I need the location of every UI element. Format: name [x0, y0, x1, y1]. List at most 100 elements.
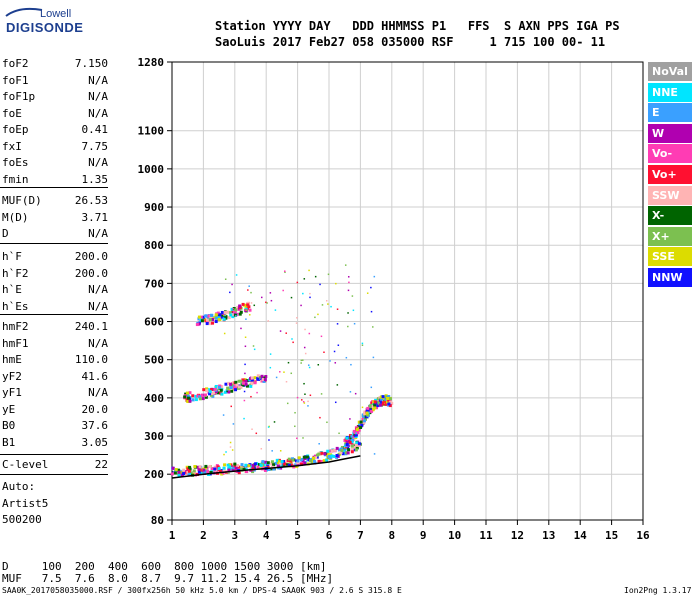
- echo-point: [345, 442, 349, 446]
- muf-row: MUF 7.5 7.6 8.0 8.7 9.7 11.2 15.4 26.5 […: [2, 572, 334, 585]
- echo-point: [255, 432, 258, 435]
- echo-point: [360, 423, 364, 427]
- echo-point: [226, 310, 230, 314]
- echo-point: [197, 322, 201, 326]
- footer-file-info: SAA0K_2017058035000.RSF / 300fx256h 50 k…: [2, 586, 402, 595]
- echo-point: [234, 380, 238, 384]
- echo-point: [246, 303, 250, 307]
- param-label: h`F: [2, 250, 22, 263]
- echo-point: [256, 374, 260, 378]
- echo-point: [221, 313, 225, 317]
- echo-point: [193, 465, 197, 469]
- echo-point: [230, 465, 234, 469]
- x-tick-label: 3: [231, 529, 238, 542]
- echo-point: [283, 462, 287, 466]
- echo-point: [187, 396, 191, 400]
- echo-point: [382, 401, 386, 405]
- echo-point: [385, 395, 389, 399]
- echo-point: [330, 454, 334, 458]
- echo-point: [304, 393, 306, 395]
- echo-point: [386, 397, 390, 401]
- echo-point: [285, 380, 288, 383]
- echo-point: [174, 468, 178, 472]
- echo-point: [182, 468, 186, 472]
- echo-point: [217, 467, 221, 471]
- echo-point: [250, 376, 254, 380]
- x-tick-label: 5: [294, 529, 301, 542]
- echo-point: [176, 468, 180, 472]
- echo-point: [284, 460, 288, 464]
- echo-point: [243, 399, 246, 402]
- echo-point: [295, 459, 299, 463]
- echo-point: [387, 395, 391, 399]
- legend-item-nnw: NNW: [648, 268, 692, 287]
- echo-point: [229, 313, 233, 317]
- echo-point: [355, 432, 357, 434]
- echo-point: [373, 275, 376, 278]
- param-value: 7.150: [74, 57, 108, 70]
- param-label: hmF1: [2, 336, 29, 350]
- echo-point: [185, 465, 189, 469]
- echo-point: [203, 466, 207, 470]
- echo-point: [198, 397, 202, 401]
- echo-point: [302, 437, 304, 439]
- echo-point: [327, 273, 330, 276]
- echo-point: [357, 444, 361, 448]
- legend-item-w: W: [648, 123, 692, 143]
- echo-point: [213, 465, 217, 469]
- echo-point: [204, 395, 208, 399]
- echo-point: [211, 318, 215, 322]
- legend-item-x-: X-: [648, 206, 692, 226]
- clevel-label: C-level: [2, 458, 49, 471]
- echo-point: [204, 464, 208, 468]
- param-value: N/A: [88, 386, 108, 399]
- echo-point: [249, 377, 253, 381]
- echo-point: [303, 278, 306, 280]
- param-row: h`Es N/A: [2, 300, 108, 314]
- param-row: B0 37.6: [2, 419, 108, 433]
- echo-point: [253, 348, 256, 351]
- echo-point: [218, 469, 222, 473]
- echo-point: [336, 308, 339, 310]
- echo-point: [361, 344, 364, 346]
- echo-point: [250, 302, 253, 304]
- echo-point: [300, 304, 302, 307]
- param-label: M(D): [2, 210, 29, 224]
- echo-point: [205, 389, 209, 393]
- echo-point: [370, 409, 374, 413]
- param-row: foEp 0.41: [2, 123, 108, 137]
- echo-point: [353, 433, 357, 437]
- x-tick-label: 10: [448, 529, 461, 542]
- echo-point: [216, 311, 220, 315]
- echo-point: [304, 328, 306, 331]
- param-value: 20.0: [81, 402, 109, 416]
- echo-point: [265, 301, 267, 304]
- echo-point: [256, 465, 260, 469]
- echo-point: [186, 393, 190, 397]
- echo-point: [359, 425, 363, 429]
- echo-point: [380, 397, 384, 401]
- echo-point: [236, 305, 240, 309]
- echo-point: [320, 393, 323, 395]
- legend-item-vo-: Vo-: [648, 144, 692, 164]
- echo-point: [259, 376, 263, 380]
- echo-point: [197, 315, 201, 319]
- echo-point: [210, 313, 214, 317]
- echo-point: [247, 305, 251, 309]
- echo-point: [170, 472, 174, 476]
- echo-point: [373, 403, 377, 407]
- echo-point: [249, 383, 251, 386]
- echo-point: [227, 381, 231, 385]
- echo-point: [249, 384, 253, 388]
- echo-point: [216, 318, 220, 322]
- echo-point: [296, 437, 298, 440]
- param-value: 1.35: [81, 172, 109, 186]
- echo-point: [290, 296, 293, 299]
- echo-point: [223, 390, 227, 394]
- echo-point: [362, 416, 366, 420]
- echo-point: [260, 374, 264, 378]
- echo-point: [224, 278, 227, 280]
- echo-point: [354, 448, 358, 452]
- echo-point: [250, 378, 254, 382]
